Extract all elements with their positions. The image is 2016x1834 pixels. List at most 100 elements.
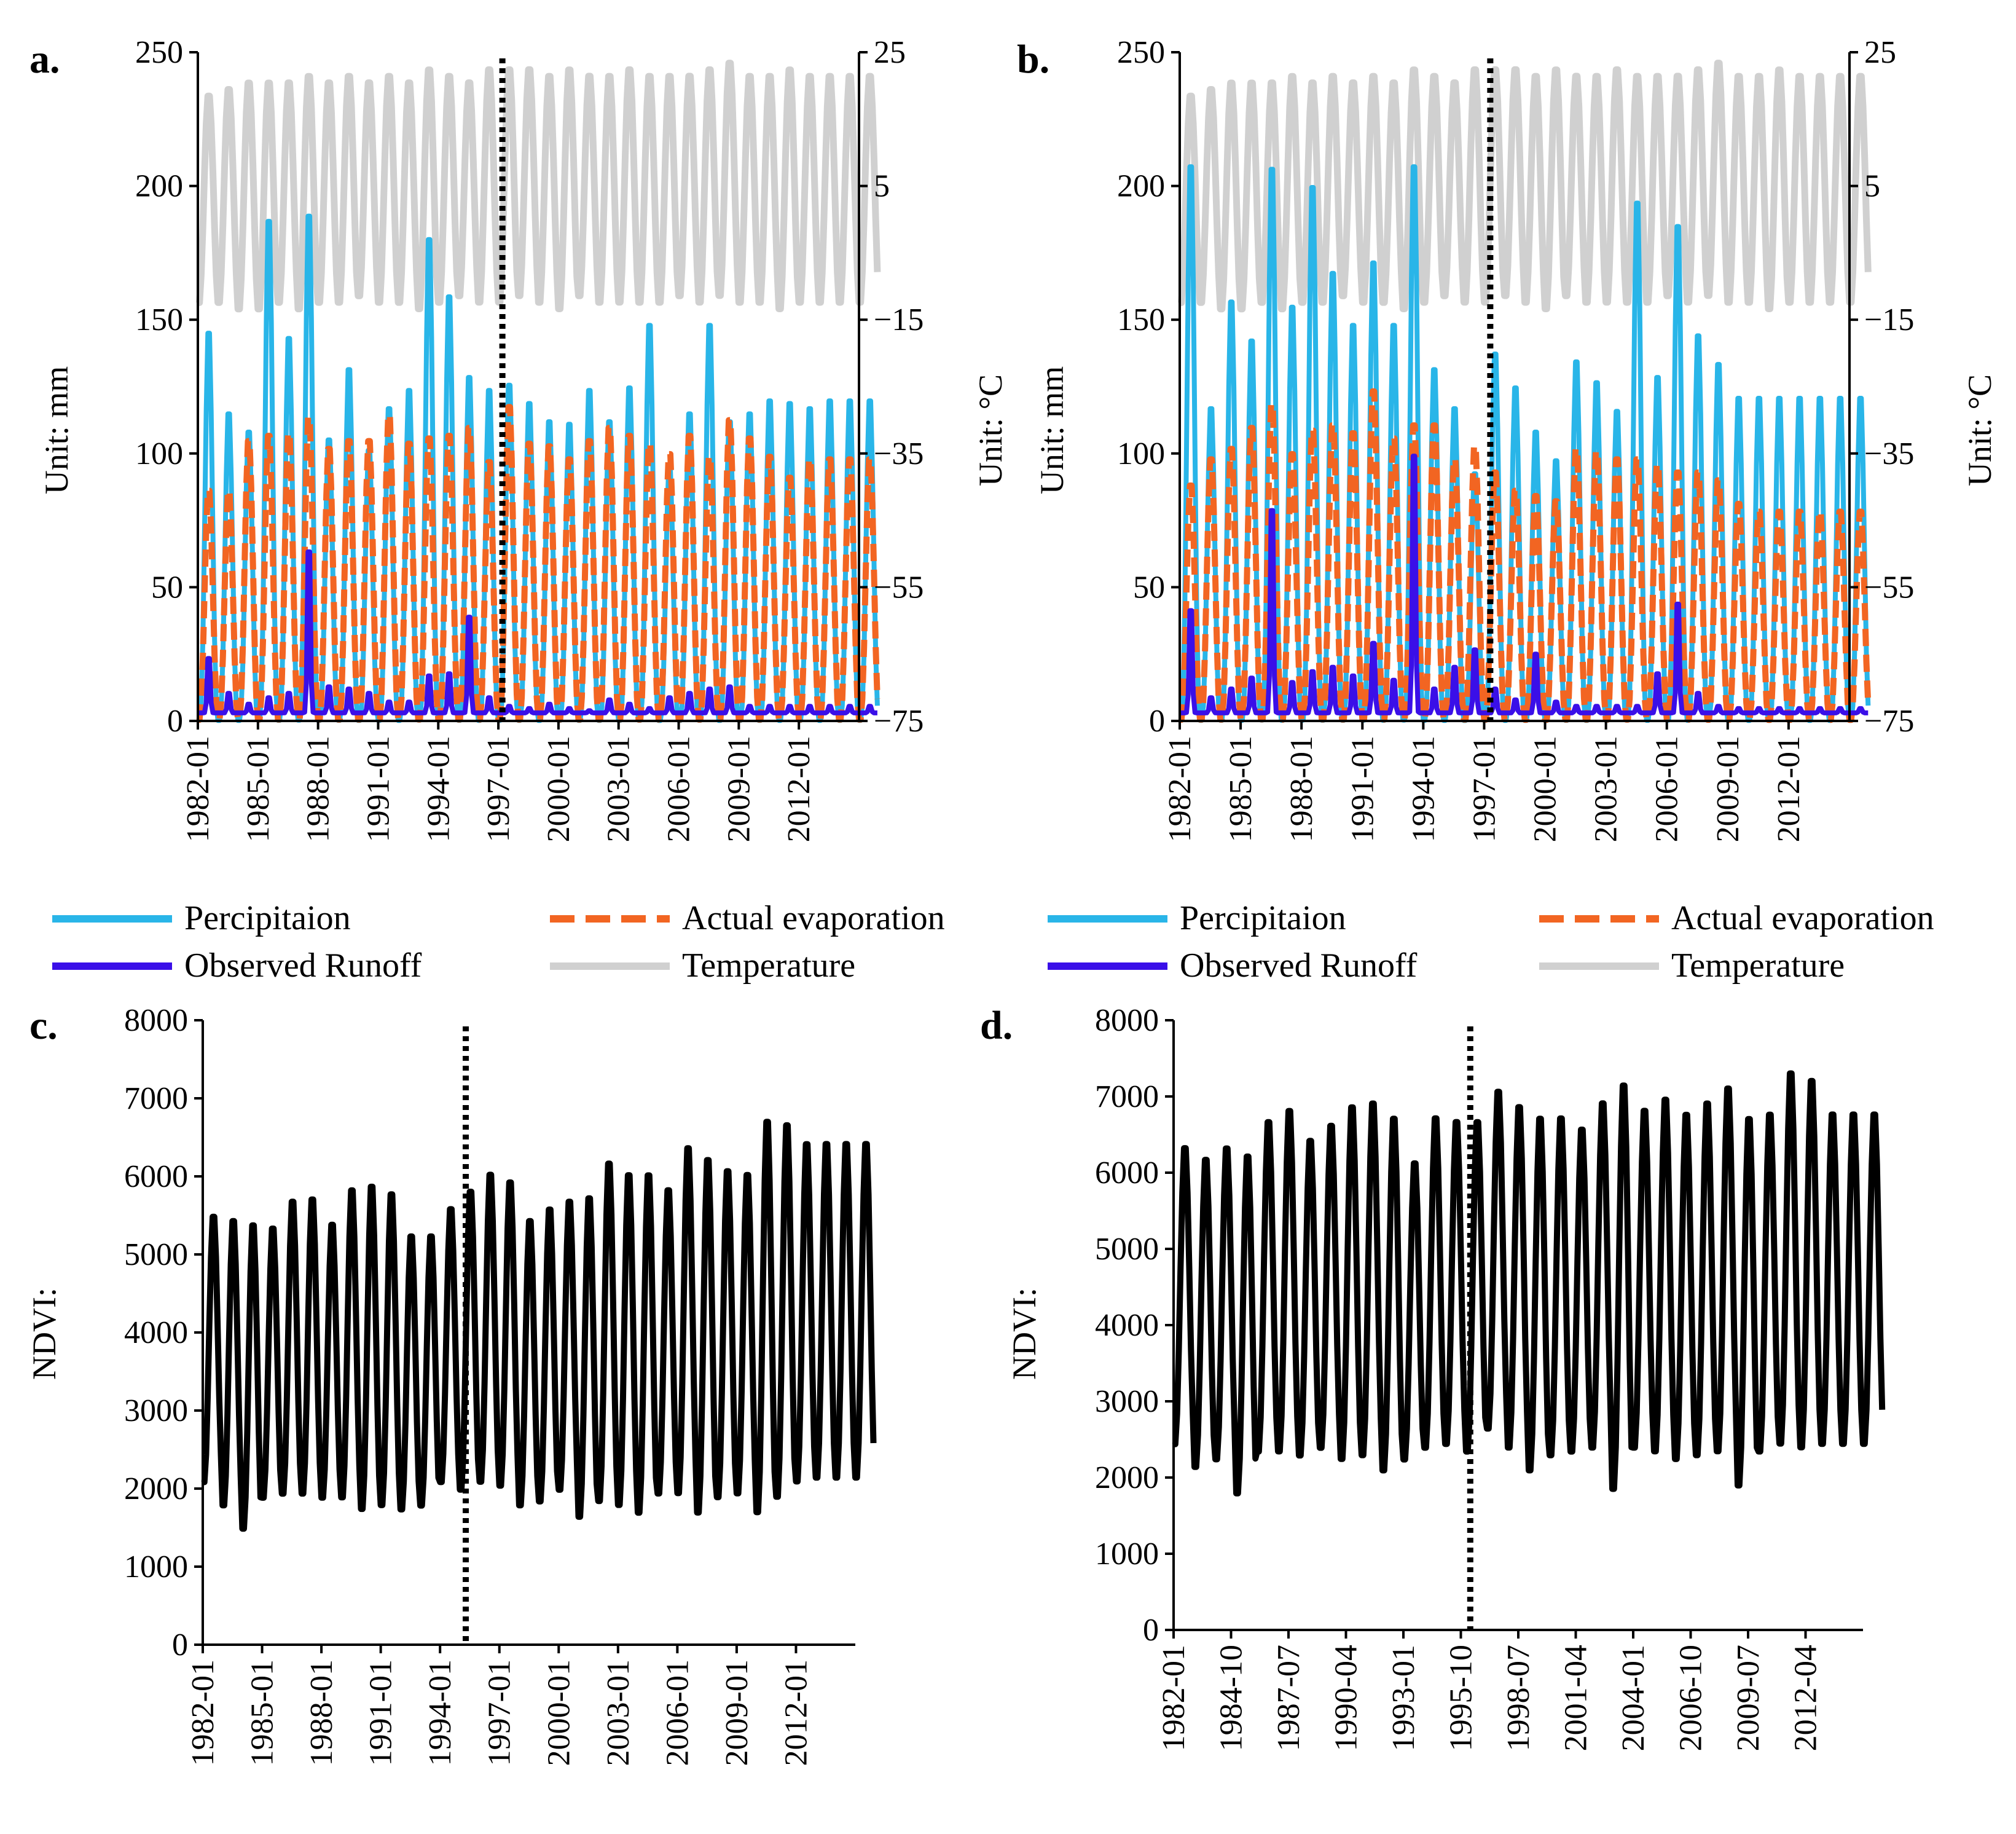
panel-d-ylabel: NDVI: [1006, 1288, 1043, 1380]
panel-d-series-ndvi [1172, 1070, 1886, 1497]
legend-right: Percipitaion Actual evaporation Observed… [1048, 899, 1934, 985]
panel-a-y2tick-label: −75 [874, 704, 924, 739]
panel-b-xtick-label: 1982-01 [1163, 736, 1198, 842]
panel-b-xtick-label: 2006-01 [1650, 736, 1685, 842]
panel-a-xtick-label: 2003-01 [602, 736, 637, 842]
legend-left-precip-label: Percipitaion [184, 899, 351, 937]
legend-left-runoff-label: Observed Runoff [184, 947, 422, 985]
panel-a-ytick-label: 250 [135, 35, 183, 70]
panel-a-ylabel-left: Unit: mm [38, 366, 75, 495]
panel-d-xtick-label: 2009-07 [1731, 1645, 1766, 1751]
panel-d-chart: 0 1000 2000 3000 4000 5000 6000 7000 8000 1982-01… [1095, 1003, 1886, 1751]
panel-a-series-runoff [197, 549, 879, 715]
legend-right-runoff-label: Observed Runoff [1180, 947, 1418, 985]
legend-right-precip-label: Percipitaion [1180, 899, 1346, 937]
panel-d-ytick-label: 8000 [1095, 1003, 1159, 1038]
panel-c-ytick-label: 0 [172, 1627, 188, 1663]
panel-b-series-temperature [1178, 60, 1872, 313]
panel-b-xtick-label: 1997-01 [1467, 736, 1502, 842]
panel-d-ytick-label: 5000 [1095, 1232, 1159, 1267]
panel-d-xtick-label: 2001-04 [1559, 1645, 1594, 1751]
panel-a-series-temperature [196, 60, 881, 313]
panel-d-ytick-label: 6000 [1095, 1155, 1159, 1191]
panel-d-label: d. [980, 1003, 1013, 1048]
panel-b-ytick-label: 0 [1149, 704, 1165, 739]
panel-a-xtick-label: 2006-01 [662, 736, 697, 842]
panel-a-ytick-label: 0 [167, 704, 183, 739]
panel-a-y2tick-label: −15 [874, 302, 924, 337]
panel-d-xtick-label: 1995-10 [1444, 1645, 1479, 1751]
panel-b-ytick-label: 150 [1117, 302, 1165, 337]
panel-c-xtick-label: 1991-01 [364, 1659, 399, 1766]
panel-a-ytick-label: 50 [151, 570, 183, 605]
panel-b-y2tick-label: 25 [1864, 35, 1896, 70]
panel-a-y2tick-label: −55 [874, 570, 924, 605]
panel-a-ytick-label: 100 [135, 436, 183, 471]
panel-c-chart: 0 1000 2000 3000 4000 5000 6000 7000 8000 1982-01… [124, 1003, 877, 1766]
panel-b-xtick-label: 2003-01 [1589, 736, 1624, 842]
panel-d-xtick-label: 2006-10 [1674, 1645, 1709, 1751]
panel-c-xtick-label: 2003-01 [601, 1659, 636, 1766]
panel-c-xtick-label: 1997-01 [482, 1659, 517, 1766]
panel-a-xtick-label: 1982-01 [181, 736, 216, 842]
panel-a-xtick-label: 1988-01 [301, 736, 336, 842]
panel-b-y2tick-label: −55 [1864, 570, 1914, 605]
panel-a-xtick-label: 1997-01 [481, 736, 516, 842]
panel-a-xtick-label: 1994-01 [421, 736, 456, 842]
panel-a-xtick-label: 2012-01 [782, 736, 817, 842]
legend-left: Percipitaion Actual evaporation Observed… [52, 899, 945, 985]
legend-right-evap-label: Actual evaporation [1671, 899, 1934, 937]
panel-a-y2tick-label: 5 [874, 169, 890, 204]
panel-d-ytick-label: 2000 [1095, 1460, 1159, 1495]
panel-a-series-evaporation [196, 404, 881, 723]
panel-d-ytick-label: 3000 [1095, 1384, 1159, 1419]
panel-d-ytick-label: 1000 [1095, 1537, 1159, 1572]
panel-c-series-ndvi [201, 1119, 877, 1532]
panel-c-ytick-label: 5000 [124, 1237, 188, 1272]
panel-b-xtick-label: 1988-01 [1284, 736, 1319, 842]
panel-c-ylabel: NDVI: [26, 1288, 63, 1380]
panel-c-label: c. [29, 1003, 58, 1048]
panel-d-xtick-label: 1993-01 [1386, 1645, 1421, 1751]
panel-d-xtick-label: 1987-07 [1271, 1645, 1306, 1751]
panel-c-ytick-label: 2000 [124, 1471, 188, 1506]
panel-d-ytick-label: 4000 [1095, 1308, 1159, 1343]
panel-b-ylabel-right: Unit: °C [1961, 374, 1998, 486]
panel-d-ytick-label: 7000 [1095, 1079, 1159, 1114]
legend-left-temp-label: Temperature [682, 947, 855, 985]
panel-b-label: b. [1017, 37, 1049, 82]
panel-c-ytick-label: 1000 [124, 1549, 188, 1584]
panel-a-chart: 0 50 100 150 200 250 −75 −55 −35 −15 5 25 1982-01 198… [135, 35, 924, 842]
panel-a-xtick-label: 1991-01 [361, 736, 396, 842]
panel-d-xtick-label: 1998-07 [1501, 1645, 1536, 1751]
panel-c-ytick-label: 4000 [124, 1315, 188, 1350]
panel-c-ytick-label: 6000 [124, 1159, 188, 1194]
panel-c-ytick-label: 8000 [124, 1003, 188, 1038]
panel-a-xtick-label: 1985-01 [241, 736, 276, 842]
panel-a-ylabel-right: Unit: °C [972, 374, 1009, 486]
panel-b-xtick-label: 2000-01 [1528, 736, 1563, 842]
panel-b-chart: 0 50 100 150 200 250 −75 −55 −35 −15 5 25 1982-01 198… [1117, 35, 1914, 842]
panel-a-xtick-label: 2000-01 [541, 736, 576, 842]
panel-a-label: a. [29, 37, 60, 82]
panel-d-xtick-label: 1984-10 [1214, 1645, 1249, 1751]
panel-b-ytick-label: 100 [1117, 436, 1165, 471]
panel-d-xtick-label: 1990-04 [1329, 1645, 1364, 1751]
legend-right-temp-label: Temperature [1671, 947, 1845, 985]
panel-b-ylabel-left: Unit: mm [1033, 366, 1070, 495]
panel-a-y2tick-label: −35 [874, 436, 924, 471]
panel-c-xtick-label: 2000-01 [541, 1659, 576, 1766]
panel-b-ytick-label: 200 [1117, 169, 1165, 204]
panel-d-xtick-label: 2004-01 [1616, 1645, 1651, 1751]
panel-d-xtick-label: 1982-01 [1156, 1645, 1191, 1751]
panel-b-ytick-label: 250 [1117, 35, 1165, 70]
panel-c-ytick-label: 3000 [124, 1393, 188, 1428]
panel-b-xtick-label: 1985-01 [1223, 736, 1258, 842]
panel-d-ytick-label: 0 [1143, 1613, 1159, 1648]
panel-b-y2tick-label: 5 [1864, 169, 1880, 204]
panel-b-series-runoff [1179, 454, 1869, 715]
panel-b-xtick-label: 2012-01 [1771, 736, 1806, 842]
panel-a-ytick-label: 200 [135, 169, 183, 204]
panel-a-y2tick-label: 25 [874, 35, 906, 70]
